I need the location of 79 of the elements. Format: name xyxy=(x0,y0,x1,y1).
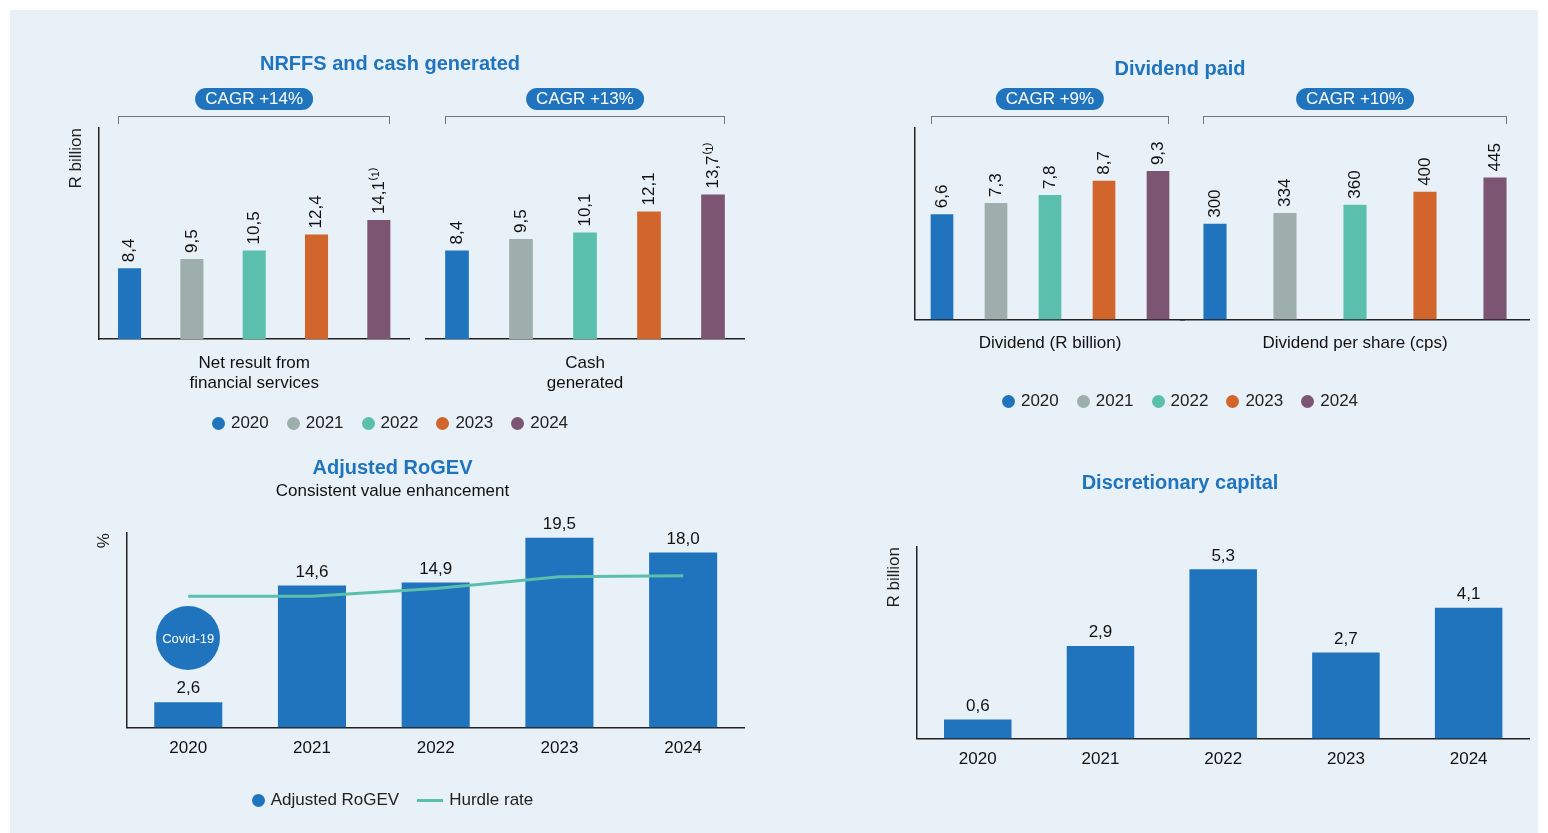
legend-label: 2023 xyxy=(1245,391,1284,411)
x-tick-label: 2021 xyxy=(1081,749,1120,769)
legend-label: Hurdle rate xyxy=(449,790,534,810)
bar xyxy=(401,582,470,728)
chart-title: Discretionary capital xyxy=(1080,471,1280,494)
x-tick-label: 2020 xyxy=(958,749,997,769)
chart-subtitle: Consistent value enhancement xyxy=(274,481,511,501)
data-label: 2,9 xyxy=(1088,622,1113,642)
data-label: 445 xyxy=(1484,143,1504,172)
data-label: 14,1⁽¹⁾ xyxy=(367,167,388,215)
data-label: 400 xyxy=(1414,157,1434,186)
bar xyxy=(1434,607,1503,739)
bar xyxy=(277,585,346,728)
text: CAGR +14% xyxy=(195,88,314,110)
data-label: 18,0 xyxy=(666,528,700,548)
data-label: 300 xyxy=(1204,189,1224,218)
text: CAGR +13% xyxy=(526,88,644,110)
data-label: 14,6 xyxy=(295,561,329,581)
data-label: 14,9 xyxy=(419,558,453,578)
data-label: 7,8 xyxy=(1039,165,1059,190)
x-tick-label: 2022 xyxy=(416,738,455,758)
legend-label: 2024 xyxy=(530,413,569,433)
x-tick-label: 2021 xyxy=(293,738,331,758)
bar xyxy=(1189,569,1257,739)
x-tick-label: 2023 xyxy=(540,738,579,758)
data-label: 12,4 xyxy=(306,195,326,229)
bar xyxy=(1312,652,1380,739)
text: CAGR +10% xyxy=(1296,88,1414,110)
data-label: 2,6 xyxy=(176,678,201,698)
legend-label: 2021 xyxy=(1095,391,1134,411)
legend-label: 2022 xyxy=(380,413,419,433)
data-label: 9,5 xyxy=(510,209,530,233)
y-axis-title: R billion xyxy=(883,547,903,608)
data-label: 10,1 xyxy=(574,193,594,227)
data-label: 10,5 xyxy=(243,211,263,245)
annotation: Covid-19 xyxy=(162,630,215,646)
data-label: 9,3 xyxy=(1147,141,1167,166)
bar xyxy=(1066,645,1135,739)
bar xyxy=(944,719,1012,739)
x-axis-title: Net result from financial services xyxy=(189,353,319,393)
x-tick-label: 2020 xyxy=(169,738,208,758)
bar xyxy=(525,537,594,728)
data-label: 8,7 xyxy=(1093,151,1113,175)
legend-label: 2022 xyxy=(1170,391,1209,411)
data-label: 8,4 xyxy=(119,238,139,263)
legend-label: 2021 xyxy=(305,413,344,433)
data-label: 13,7⁽¹⁾ xyxy=(701,141,722,189)
x-tick-label: 2024 xyxy=(664,738,703,758)
x-tick-label: 2023 xyxy=(1327,749,1365,769)
chart-title: NRFFS and cash generated xyxy=(258,52,522,75)
data-label: 0,6 xyxy=(965,695,990,715)
legend-label: Adjusted RoGEV xyxy=(270,790,400,810)
data-label: 5,3 xyxy=(1211,545,1236,565)
legend-label: 2020 xyxy=(230,413,269,433)
y-axis-title: % xyxy=(93,533,113,549)
x-tick-label: 2024 xyxy=(1449,749,1488,769)
data-label: 9,5 xyxy=(181,229,201,253)
bar xyxy=(154,702,223,728)
legend-label: 2020 xyxy=(1020,391,1059,411)
legend-label: 2023 xyxy=(455,413,494,433)
chart-title: Adjusted RoGEV xyxy=(311,456,474,479)
data-label: 19,5 xyxy=(542,514,576,534)
data-label: 2,7 xyxy=(1334,628,1358,648)
y-axis-title: R billion xyxy=(65,128,85,189)
text: CAGR +9% xyxy=(995,88,1105,110)
legend-label: 2024 xyxy=(1320,391,1359,411)
x-tick-label: 2022 xyxy=(1204,749,1243,769)
bar xyxy=(649,552,718,728)
data-label: 6,6 xyxy=(931,184,951,209)
data-label: 8,4 xyxy=(446,220,466,245)
data-label: 360 xyxy=(1344,170,1364,199)
x-axis-title: Cash generated xyxy=(546,353,624,393)
x-axis-title: Dividend per share (cps) xyxy=(1262,333,1448,353)
data-label: 334 xyxy=(1274,178,1294,207)
data-label: 4,1 xyxy=(1456,583,1481,603)
data-label: 12,1 xyxy=(638,172,658,206)
chart-title: Dividend paid xyxy=(1113,57,1247,80)
x-axis-title: Dividend (R billion) xyxy=(978,333,1122,353)
data-label: 7,3 xyxy=(985,173,1005,198)
